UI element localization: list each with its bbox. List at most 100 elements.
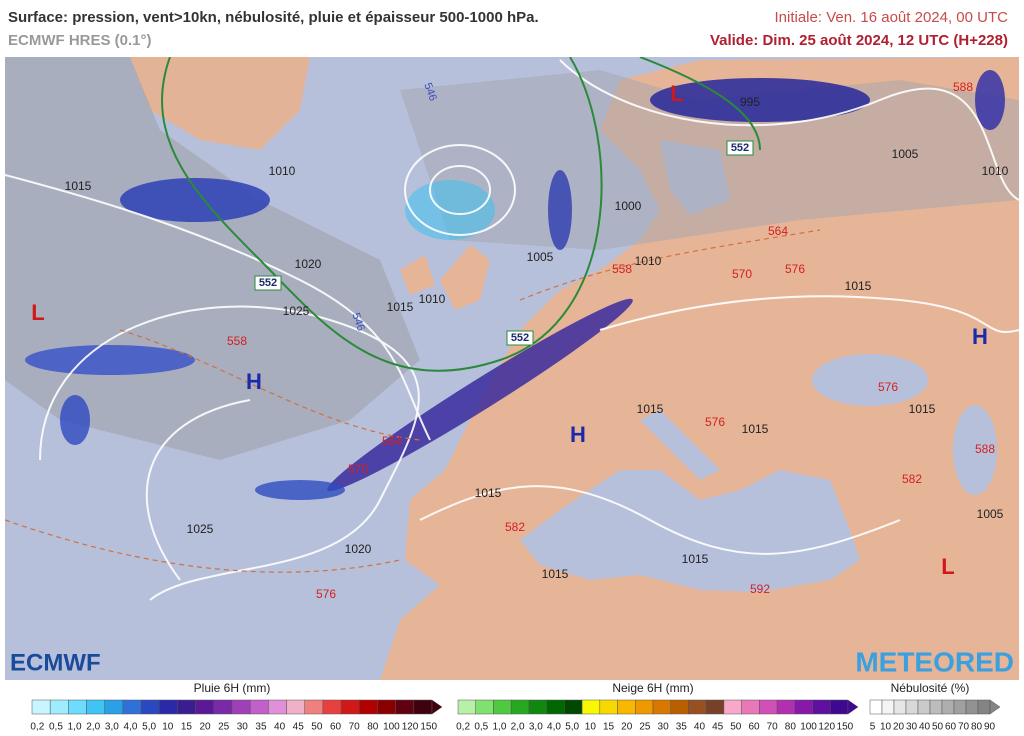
isobar-label: 1010	[982, 164, 1009, 178]
thickness-label: 576	[878, 380, 898, 394]
thickness-label: 570	[732, 267, 752, 281]
legend-swatch	[941, 699, 955, 715]
legend-swatch	[581, 699, 601, 715]
legend-swatch	[177, 699, 196, 715]
legend-label: 30	[237, 722, 249, 733]
legend-swatch	[395, 699, 415, 715]
legend-label: 30	[906, 722, 918, 733]
legend-swatch	[159, 699, 178, 715]
legend-label: 40	[694, 722, 706, 733]
legend-title: Neige 6H (mm)	[612, 681, 693, 695]
legend-swatch	[953, 699, 967, 715]
legend-label: 90	[984, 722, 996, 733]
legend-label: 120	[818, 722, 835, 733]
legend-label: 4,0	[547, 722, 561, 733]
isobar-label: 1015	[742, 422, 769, 436]
legend-swatch	[977, 699, 991, 715]
legend-swatch	[705, 699, 725, 715]
legend-swatch	[322, 699, 342, 715]
legend-label: 45	[293, 722, 305, 733]
legend-swatch	[635, 699, 654, 715]
legend-arrow	[847, 699, 859, 715]
legend-swatch	[195, 699, 215, 715]
legend-arrow	[989, 699, 1001, 715]
legend-label: 5,0	[565, 722, 579, 733]
legend-swatch	[213, 699, 233, 715]
legend-swatch	[528, 699, 547, 715]
isobar-label: 1025	[187, 522, 214, 536]
legend-swatch	[617, 699, 636, 715]
pressure-center: L	[670, 81, 683, 106]
isobar-label: 995	[740, 95, 760, 109]
legend-label: 10	[880, 722, 892, 733]
thickness-label: 546	[349, 311, 367, 332]
legend-swatch	[359, 699, 378, 715]
legend-label: 60	[945, 722, 957, 733]
legend-swatch	[929, 699, 943, 715]
legend-swatch	[104, 699, 124, 715]
legend-swatch	[475, 699, 494, 715]
legend-label: 0,2	[456, 722, 470, 733]
thickness-label: 582	[505, 520, 525, 534]
ecmwf-logo: ECMWF	[10, 649, 101, 676]
legend-label: 80	[367, 722, 379, 733]
legend-label: 20	[621, 722, 633, 733]
legend-swatch	[917, 699, 931, 715]
isobar-label: 1015	[637, 402, 664, 416]
isobar-label: 1015	[682, 552, 709, 566]
pressure-center: H	[972, 324, 988, 349]
thickness-box	[254, 275, 282, 291]
legend-swatch	[670, 699, 689, 715]
legend-swatch	[893, 699, 907, 715]
pressure-center: L	[31, 300, 44, 325]
legend-swatch	[546, 699, 565, 715]
title: Surface: pression, vent>10kn, nébulosité…	[8, 9, 539, 26]
isobar-label: 1015	[387, 300, 414, 314]
legend-swatch	[688, 699, 707, 715]
legend-swatch	[68, 699, 87, 715]
legend-swatch	[31, 699, 51, 715]
legend-label: 120	[402, 722, 419, 733]
legend-swatch	[49, 699, 69, 715]
legend-label: 70	[349, 722, 361, 733]
thickness-label: 558	[227, 334, 247, 348]
legend-label: 1,0	[493, 722, 507, 733]
pressure-center: H	[246, 369, 262, 394]
legend-label: 2,0	[86, 722, 100, 733]
legend-label: 25	[218, 722, 230, 733]
isobar-label: 1010	[269, 164, 296, 178]
pressure-center: H	[570, 422, 586, 447]
thickness-label: 588	[975, 442, 995, 456]
legend-swatch	[377, 699, 396, 715]
thickness-label: 564	[768, 224, 788, 238]
legend-swatch	[340, 699, 360, 715]
isobar-label: 1015	[845, 279, 872, 293]
legend-swatch	[457, 699, 476, 715]
legend-label: 150	[420, 722, 437, 733]
legend-label: 15	[603, 722, 615, 733]
legend-label: 35	[676, 722, 688, 733]
legend-swatch	[741, 699, 760, 715]
isobar-label: 1010	[635, 254, 662, 268]
legend-label: 50	[730, 722, 742, 733]
isobar-label: 1000	[615, 199, 642, 213]
thickness-label: 592	[750, 582, 770, 596]
legend-label: 80	[971, 722, 983, 733]
legend-label: 50	[932, 722, 944, 733]
isobar-label: 1005	[977, 507, 1004, 521]
legend-label: 5,0	[142, 722, 156, 733]
legend-label: 10	[162, 722, 174, 733]
thickness-label: 552	[259, 277, 277, 289]
isobar-label: 1015	[542, 567, 569, 581]
legend-swatch	[965, 699, 979, 715]
legend-swatch	[652, 699, 671, 715]
legend-label: 50	[311, 722, 323, 733]
thickness-label: 564	[382, 434, 402, 448]
isobar-label: 1020	[295, 257, 322, 271]
legend-swatch	[794, 699, 813, 715]
thickness-label: 588	[953, 80, 973, 94]
legend-swatch	[510, 699, 530, 715]
legend-label: 60	[748, 722, 760, 733]
legend-label: 45	[712, 722, 724, 733]
legend-label: 15	[181, 722, 193, 733]
